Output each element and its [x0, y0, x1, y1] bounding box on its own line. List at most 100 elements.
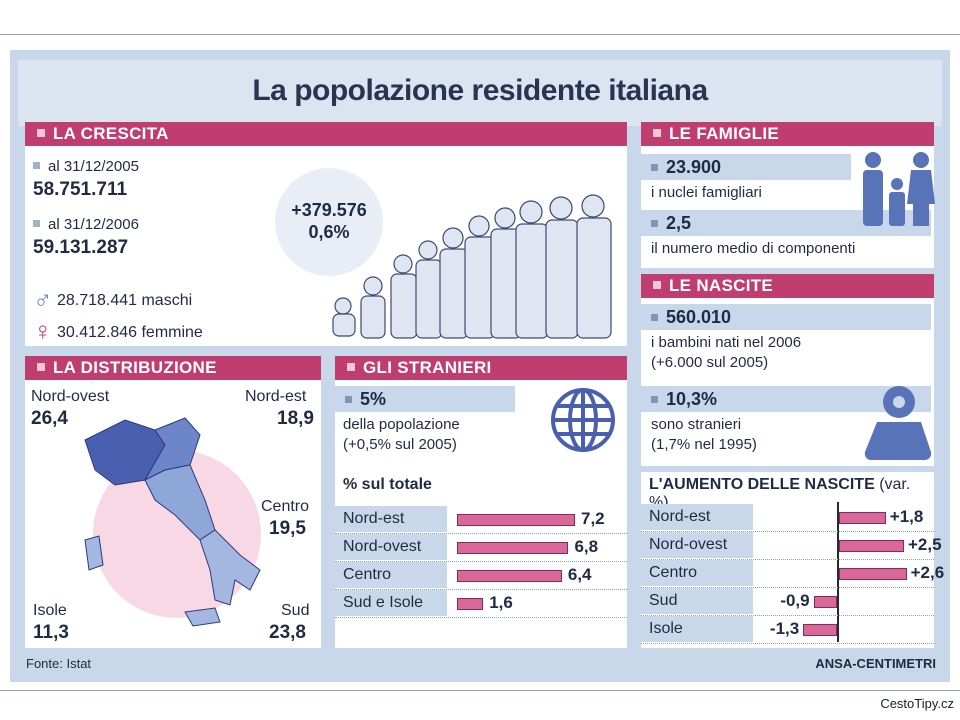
- bullet-icon: [33, 162, 40, 169]
- chart2-category-label: Nord-est: [649, 508, 711, 525]
- increase-abs: +379.576: [291, 200, 367, 220]
- chart1-row-divider: [335, 589, 627, 590]
- foreign-value: 10,3%: [666, 389, 718, 409]
- chart2-category-label: Sud: [649, 592, 678, 609]
- chart2-zero-axis: [837, 502, 839, 642]
- nascite-header-label: LE NASCITE: [669, 276, 774, 295]
- region-centro-value: 19,5: [269, 518, 306, 539]
- chart1-row-bg: [335, 506, 447, 532]
- infographic-sheet: La popolazione residente italiana LA CRE…: [10, 50, 950, 682]
- nascite-panel: 560.010 i bambini nati nel 2006 (+6.000 …: [641, 298, 934, 466]
- date2-label-text: al 31/12/2006: [48, 216, 139, 233]
- site-credit: CestoTipy.cz: [880, 696, 954, 711]
- foreign-text2: (1,7% nel 1995): [651, 436, 757, 453]
- header-square-icon: [37, 363, 45, 371]
- chart2-row-bg: [641, 616, 753, 642]
- chart1-title: % sul totale: [343, 476, 432, 493]
- bullet-icon: [651, 164, 658, 171]
- stranieri-panel: 5% della popolazione (+0,5% sul 2005) % …: [335, 380, 627, 648]
- chart2-row-bg: [641, 560, 753, 586]
- bullet-icon: [345, 396, 352, 403]
- chart2-value-label: +2,6: [910, 563, 945, 582]
- stranieri-text1: della popolazione: [343, 416, 460, 433]
- chart2-category-label: Isole: [649, 620, 683, 637]
- chart1-bar: [457, 598, 484, 610]
- header-square-icon: [37, 129, 45, 137]
- nascite-header: LE NASCITE: [641, 274, 934, 298]
- crescita-header-label: LA CRESCITA: [53, 124, 169, 143]
- chart1-row-bg: [335, 534, 447, 560]
- chart1-row-bg: [335, 590, 447, 616]
- foreign-pill: 10,3%: [641, 386, 931, 412]
- region-sud-value: 23,8: [269, 622, 306, 643]
- chart1-bar: [457, 514, 575, 526]
- globe-icon: [551, 388, 615, 452]
- chart1-bar: [457, 570, 562, 582]
- region-isole-name: Isole: [33, 602, 67, 619]
- componenti-text: il numero medio di componenti: [651, 240, 856, 257]
- chart2-bar: [813, 596, 837, 608]
- born-text2: (+6.000 sul 2005): [651, 354, 769, 371]
- born-text1: i bambini nati nel 2006: [651, 334, 802, 351]
- female-text: 30.412.846 femmine: [56, 324, 203, 341]
- region-centro-name: Centro: [261, 498, 310, 515]
- chart2-row-bg: [641, 588, 753, 614]
- stranieri-header-label: GLI STRANIERI: [363, 358, 492, 377]
- distribuzione-panel: Nord-ovest 26,4 Nord-est 18,9 Centro 19,…: [25, 380, 321, 648]
- chart1-row-divider: [335, 533, 627, 534]
- female-symbol-icon: ♀: [33, 316, 53, 346]
- crescita-panel: al 31/12/2005 58.751.711 al 31/12/2006 5…: [25, 146, 627, 346]
- foreign-text1: sono stranieri: [651, 416, 742, 433]
- increase-circle: [275, 168, 383, 276]
- chart1-area: Nord-est 7,2 Nord-ovest 6,8 Centro 6,4 Sud e I…: [335, 504, 627, 644]
- top-rule: [0, 34, 960, 35]
- famiglie-panel: 23.900 i nuclei famigliari 2,5 il numero…: [641, 146, 935, 268]
- crowd-illustration: [332, 194, 612, 339]
- male-text: 28.718.441 maschi: [56, 292, 193, 309]
- chart2-category-label: Centro: [649, 564, 698, 581]
- increase-pct: 0,6%: [308, 222, 350, 242]
- chart1-value-label: 7,2: [581, 509, 605, 528]
- born-value: 560.010: [666, 307, 732, 327]
- region-isole-value: 11,3: [33, 622, 69, 643]
- bottom-rule: [0, 690, 960, 691]
- date1-label-text: al 31/12/2005: [48, 158, 139, 175]
- male-symbol-icon: ♂: [33, 284, 53, 314]
- stranieri-value: 5%: [360, 389, 387, 409]
- chart2-bar: [839, 568, 907, 580]
- page-title: La popolazione residente italiana: [252, 74, 708, 107]
- header-square-icon: [653, 281, 661, 289]
- bullet-icon: [651, 396, 658, 403]
- chart1-category-label: Nord-est: [343, 510, 405, 527]
- chart2-value-label: -1,3: [769, 619, 800, 638]
- chart1-row-divider: [335, 617, 627, 618]
- bullet-icon: [33, 220, 40, 227]
- baby-icon: [864, 386, 932, 460]
- chart2-row-bg: [641, 532, 753, 558]
- italy-map: [84, 417, 261, 627]
- nuclei-value: 23.900: [666, 157, 722, 177]
- chart1-category-label: Sud e Isole: [343, 594, 424, 611]
- nuclei-text: i nuclei famigliari: [651, 184, 762, 201]
- chart1-category-label: Nord-ovest: [343, 538, 422, 555]
- agency-credit: ANSA-CENTIMETRI: [815, 656, 936, 671]
- chart2-bar: [839, 512, 886, 524]
- born-pill: 560.010: [641, 304, 931, 330]
- date1-value: 58.751.711: [33, 179, 128, 200]
- stranieri-pill: 5%: [335, 386, 515, 412]
- chart2-row-divider: [641, 531, 934, 532]
- famiglie-header-label: LE FAMIGLIE: [669, 124, 780, 143]
- region-sud-name: Sud: [281, 602, 310, 619]
- bullet-icon: [651, 220, 658, 227]
- region-nordest-value: 18,9: [277, 408, 314, 429]
- aumento-panel: L'AUMENTO DELLE NASCITE (var. %) Nord-es…: [641, 472, 944, 648]
- chart2-row-divider: [641, 643, 934, 644]
- chart2-title-main: L'AUMENTO DELLE NASCITE: [649, 476, 875, 493]
- chart1-value-label: 6,8: [574, 537, 599, 556]
- chart1-bar: [457, 542, 569, 554]
- family-icon: [863, 152, 935, 226]
- chart2-category-label: Nord-ovest: [649, 536, 728, 553]
- chart1-category-label: Centro: [343, 566, 392, 583]
- stranieri-text2: (+0,5% sul 2005): [343, 436, 457, 453]
- date2-label: al 31/12/2006: [33, 216, 139, 233]
